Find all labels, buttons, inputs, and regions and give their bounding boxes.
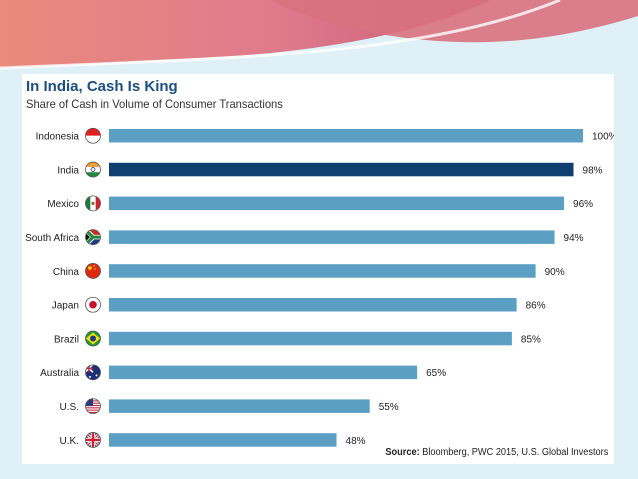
- china-flag-icon: [85, 263, 101, 279]
- source-label: Source:: [385, 447, 420, 458]
- south-africa-flag-icon: [85, 229, 101, 246]
- category-label: South Africa: [25, 233, 79, 244]
- us-flag-icon: [85, 398, 101, 415]
- source-text: Bloomberg, PWC 2015, U.S. Global Investo…: [419, 447, 608, 458]
- india-flag-icon: [85, 161, 101, 178]
- category-label: Indonesia: [36, 132, 80, 143]
- category-label: Mexico: [47, 199, 79, 210]
- category-label: U.K.: [60, 436, 79, 447]
- chart-title: In India, Cash Is King: [26, 78, 178, 95]
- category-label: India: [57, 165, 79, 176]
- value-label: 65%: [426, 368, 446, 379]
- bar-u-s-: [109, 399, 370, 413]
- value-label: 48%: [346, 436, 366, 447]
- value-label: 55%: [379, 402, 399, 413]
- chart-subtitle: Share of Cash in Volume of Consumer Tran…: [26, 97, 283, 111]
- brazil-flag-icon: [85, 330, 101, 347]
- category-label: Japan: [52, 301, 79, 312]
- bar-indonesia: [109, 129, 583, 143]
- japan-flag-icon: [85, 296, 101, 313]
- source-note: Source: Bloomberg, PWC 2015, U.S. Global…: [385, 447, 608, 458]
- value-label: 98%: [583, 165, 603, 176]
- bar-mexico: [109, 196, 565, 211]
- mexico-flag-icon: [85, 195, 101, 212]
- value-label: 90%: [545, 267, 565, 278]
- category-label: U.S.: [60, 402, 79, 413]
- australia-flag-icon: [85, 364, 101, 381]
- value-label: 94%: [564, 233, 584, 244]
- category-label: Australia: [40, 368, 79, 379]
- header-decoration: [0, 0, 638, 74]
- value-label: 100%: [592, 132, 614, 143]
- chart-card: In India, Cash Is King Share of Cash in …: [22, 74, 614, 464]
- category-label: China: [53, 267, 80, 278]
- value-label: 86%: [526, 301, 546, 312]
- bar-australia: [109, 365, 418, 380]
- bar-u-k-: [109, 433, 337, 447]
- bar-india: [109, 162, 574, 177]
- value-label: 85%: [521, 334, 541, 345]
- bar-brazil: [109, 331, 512, 346]
- bar-china: [109, 264, 536, 278]
- uk-flag-icon: [85, 432, 101, 448]
- category-label: Brazil: [54, 334, 79, 345]
- value-label: 96%: [573, 199, 593, 210]
- indonesia-flag-icon: [85, 127, 101, 144]
- bar-south-africa: [109, 230, 555, 244]
- bar-japan: [109, 298, 517, 312]
- bar-chart: Indonesia 100% India 98% Mexico 96% South Afri…: [25, 127, 614, 448]
